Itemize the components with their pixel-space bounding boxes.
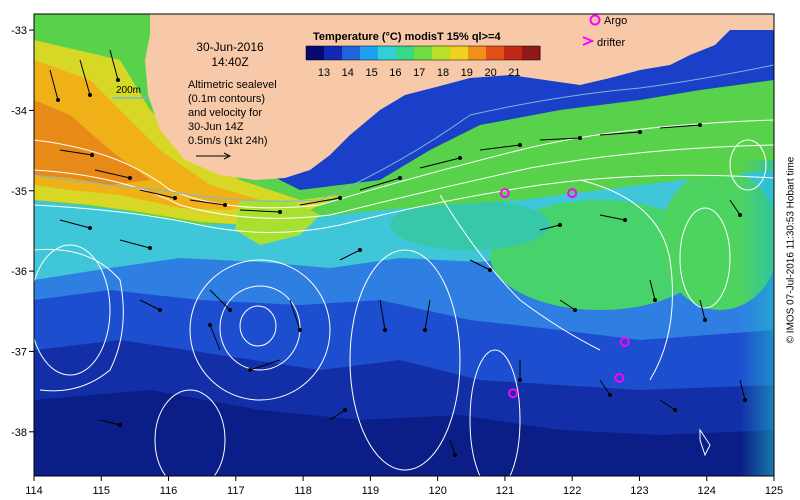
colorbar-swatch	[324, 46, 343, 60]
colorbar-tick-label: 20	[484, 67, 496, 79]
temperature-colorbar: Temperature (°C) modisT 15% ql>=4 13 14 15…	[305, 31, 541, 79]
colorbar-swatch	[414, 46, 433, 60]
scale-label: 200m	[116, 85, 141, 96]
x-tick-label: 114	[25, 485, 43, 497]
description-line: Altimetric sealevel	[188, 79, 277, 91]
x-tick-label: 116	[160, 485, 178, 497]
colorbar-tick-label: 16	[389, 67, 401, 79]
colorbar-swatch	[396, 46, 415, 60]
y-tick-label: -33	[11, 25, 27, 37]
colorbar-ticks: 13 14 15 16 17 18 19 20 21	[318, 67, 521, 79]
colorbar-tick-label: 13	[318, 67, 330, 79]
longitude-axis: 114 115 116 117 118 119 120 121 122 123 124 125	[25, 476, 783, 497]
x-tick-label: 123	[630, 485, 648, 497]
colorbar-swatch	[486, 46, 505, 60]
argo-floats	[499, 188, 630, 399]
colorbar-swatch	[306, 46, 325, 60]
colorbar-swatch	[450, 46, 469, 60]
x-tick-label: 117	[227, 485, 245, 497]
x-tick-label: 119	[362, 485, 380, 497]
y-tick-label: -38	[11, 427, 27, 439]
map-legend: Argo drifter	[582, 14, 627, 49]
map-frame	[33, 13, 775, 477]
drifter-legend-label: drifter	[597, 37, 625, 49]
x-tick-label: 120	[428, 485, 446, 497]
map-time: 14:40Z	[211, 55, 248, 69]
isobath-200m	[34, 64, 774, 202]
colorbar-swatch	[378, 46, 397, 60]
argo-legend-icon	[589, 14, 601, 26]
colorbar-swatch	[468, 46, 487, 60]
colorbar-tick-label: 21	[508, 67, 520, 79]
description: Altimetric sealevel (0.1m contours) and …	[188, 79, 277, 160]
colorbar-tick-label: 19	[461, 67, 473, 79]
credit-text: © IMOS 07-Jul-2016 11:30:53 Hobart time	[785, 156, 797, 344]
description-line: 0.5m/s (1kt 24h)	[188, 135, 267, 147]
argo-legend-label: Argo	[604, 15, 627, 27]
colorbar-swatches	[306, 46, 541, 60]
colorbar-swatch	[360, 46, 379, 60]
y-tick-label: -34	[11, 105, 27, 117]
colorbar-tick-label: 14	[342, 67, 354, 79]
x-tick-label: 121	[496, 485, 514, 497]
colorbar-tick-label: 15	[365, 67, 377, 79]
y-tick-label: -36	[11, 266, 27, 278]
colorbar-title: Temperature (°C) modisT 15% ql>=4	[313, 31, 501, 43]
map-date: 30-Jun-2016	[196, 40, 264, 54]
colorbar-swatch	[342, 46, 361, 60]
colorbar-swatch	[504, 46, 523, 60]
colorbar-tick-label: 17	[413, 67, 425, 79]
x-tick-label: 115	[92, 485, 110, 497]
colorbar-swatch	[522, 46, 541, 60]
y-tick-label: -37	[11, 346, 27, 358]
x-tick-label: 118	[294, 485, 312, 497]
argo-float-marker	[499, 188, 510, 199]
latitude-axis: -33 -34 -35 -36 -37 -38	[11, 25, 34, 439]
x-tick-label: 124	[698, 485, 716, 497]
colorbar-swatch	[432, 46, 451, 60]
colorbar-tick-label: 18	[437, 67, 449, 79]
drifter-legend-icon	[582, 36, 595, 46]
x-tick-label: 125	[765, 485, 783, 497]
x-tick-label: 122	[563, 485, 581, 497]
argo-float-marker	[567, 188, 578, 199]
credit-line: © IMOS 07-Jul-2016 11:30:53 Hobart time	[784, 8, 798, 492]
argo-float-marker	[619, 336, 630, 347]
argo-float-marker	[614, 372, 625, 383]
argo-float-marker	[507, 388, 518, 399]
scale-indicator: 200m	[112, 85, 148, 99]
y-tick-label: -35	[11, 186, 27, 198]
land-area	[145, 14, 774, 180]
description-line: (0.1m contours)	[188, 93, 265, 105]
description-line: and velocity for	[188, 107, 262, 119]
map-plot-area	[34, 14, 774, 476]
description-line: 30-Jun 14Z	[188, 121, 244, 133]
velocity-arrows	[49, 49, 747, 457]
